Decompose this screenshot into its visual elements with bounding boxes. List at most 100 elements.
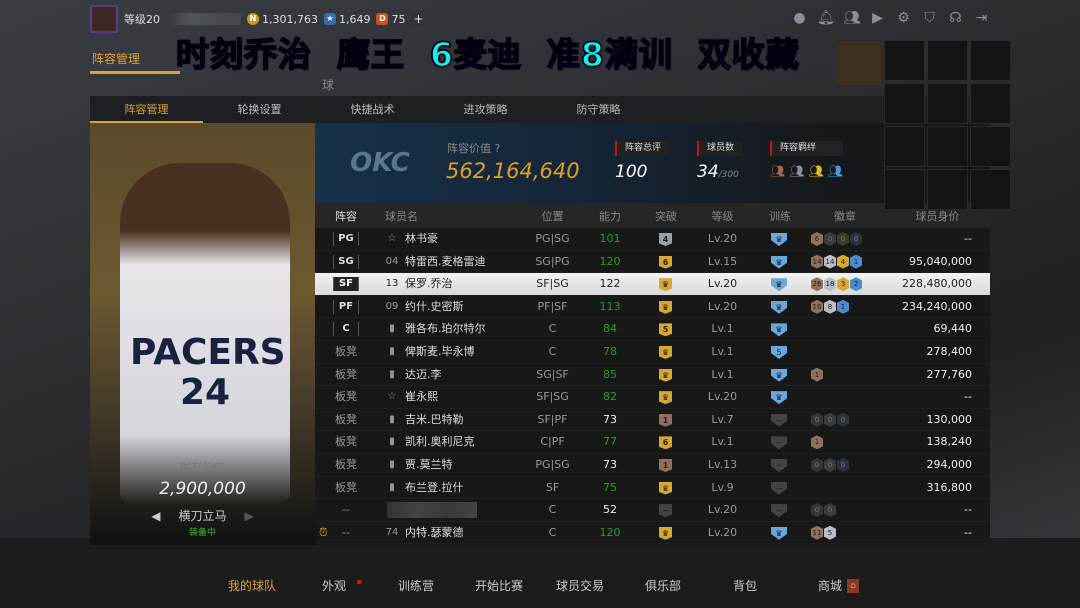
subtab-lineup[interactable]: 阵容管理 <box>90 96 203 123</box>
player-name[interactable]: 特雷西.麦格雷迪 <box>405 254 486 268</box>
user-icon[interactable]: ● <box>793 10 806 26</box>
logout-icon[interactable]: ⇥ <box>975 10 988 26</box>
tab-players[interactable]: 球 <box>322 78 335 92</box>
nav-item[interactable]: 商城 <box>818 579 843 593</box>
nav-item[interactable]: 我的球队 <box>228 579 277 593</box>
column-header[interactable]: 等级 <box>711 209 734 223</box>
subtab-defense[interactable]: 防守策略 <box>576 103 621 116</box>
column-header[interactable]: 阵容 <box>335 209 357 223</box>
outfit-item[interactable] <box>927 83 968 124</box>
table-row[interactable]: SG 04 特雷西.麦格雷迪 SG|PG 120 6 Lv.15 ♛ 14 14 4… <box>315 251 990 274</box>
nav-item[interactable]: 俱乐部 <box>645 579 682 593</box>
player-name[interactable]: 吉米.巴特勒 <box>405 412 464 426</box>
lineup-slot[interactable]: 板凳 <box>335 412 357 426</box>
avatar[interactable] <box>90 5 118 33</box>
table-row[interactable]: 板凳 ☆ 崔永熙 SF|SG 82 ♛ Lv.20 ♛ -- <box>315 386 990 409</box>
add-currency-button[interactable]: + <box>411 12 426 26</box>
outfit-item[interactable] <box>927 169 968 210</box>
lineup-slot[interactable]: 板凳 <box>335 457 357 471</box>
nav-item[interactable]: 外观 <box>322 579 347 593</box>
lineup-slot[interactable]: 板凳 <box>335 480 357 494</box>
outfit-item[interactable] <box>927 40 968 81</box>
badge-list: 14 14 4 1 <box>811 254 862 269</box>
nav-item[interactable]: 背包 <box>733 579 758 593</box>
table-row[interactable]: C ▮ 雅各布.珀尔特尔 C 84 5 Lv.1 ♛ 69,440 <box>315 318 990 341</box>
table-row[interactable]: ⏰︎ -- 74 内特.瑟蒙德 C 120 ♛ Lv.20 ♛ 11 5 -- <box>315 522 990 545</box>
nav-item[interactable]: 训练营 <box>398 579 435 593</box>
lineup-slot[interactable]: -- <box>342 525 350 539</box>
table-row[interactable]: 板凳 ▮ 布兰登.拉什 SF 75 ♛ Lv.9 − 316,800 <box>315 477 990 500</box>
lineup-slot[interactable]: PF <box>333 299 359 314</box>
column-header[interactable]: 球员身价 <box>915 209 960 223</box>
shield-icon[interactable]: ⛉ <box>924 10 935 26</box>
bond-blue-icon[interactable]: 👥︎ <box>827 164 843 178</box>
gear-icon[interactable]: ⚙ <box>897 10 910 26</box>
outfit-item[interactable] <box>970 126 1011 167</box>
table-row[interactable]: SF 13 保罗.乔治 SF|SG 122 ♛ Lv.20 ♛ 26 18 3 2 2… <box>315 273 990 296</box>
nav-item[interactable]: 球员交易 <box>556 579 605 593</box>
tab-lineup-management[interactable]: 阵容管理 <box>92 52 141 66</box>
outfit-item[interactable] <box>970 40 1011 81</box>
column-header[interactable]: 徽章 <box>834 209 856 223</box>
outfit-item[interactable] <box>884 83 925 124</box>
training-icon: ♛ <box>771 526 787 540</box>
table-row[interactable]: PF 09 约什.史密斯 PF|SF 113 ♛ Lv.20 ♛ 16 8 1 23… <box>315 296 990 319</box>
lineup-slot[interactable]: 板凳 <box>335 367 357 381</box>
outfit-item[interactable] <box>970 169 1011 210</box>
table-row[interactable]: 板凳 ▮ 俾斯麦.毕永博 C 78 ♛ Lv.1 5 278,400 <box>315 341 990 364</box>
player-name[interactable]: 约什.史密斯 <box>405 299 464 313</box>
outfit-item[interactable] <box>884 40 925 81</box>
bell-icon[interactable]: 🔔︎ <box>817 10 835 26</box>
video-icon[interactable]: ▶ <box>872 10 883 26</box>
lineup-slot[interactable]: 板凳 <box>335 390 357 404</box>
column-header[interactable]: 突破 <box>655 209 677 223</box>
subtab-offense[interactable]: 进攻策略 <box>463 103 508 116</box>
player-name[interactable]: 内特.瑟蒙德 <box>405 525 464 539</box>
badge: 0 <box>850 232 862 246</box>
outfit-item[interactable] <box>884 169 925 210</box>
player-name[interactable]: 俾斯麦.毕永博 <box>405 344 475 358</box>
outfit-item[interactable] <box>836 40 882 86</box>
outfit-item[interactable] <box>927 126 968 167</box>
lineup-slot[interactable]: SG <box>333 254 359 269</box>
lineup-slot[interactable]: -- <box>342 503 350 517</box>
player-name[interactable]: 布兰登.拉什 <box>405 480 464 494</box>
player-name[interactable]: 保罗.乔治 <box>405 277 453 291</box>
player-name[interactable]: 凯利.奥利尼克 <box>405 435 475 449</box>
outfit-item[interactable] <box>884 126 925 167</box>
lineup-slot[interactable]: 板凳 <box>335 344 357 358</box>
column-header[interactable]: 训练 <box>769 209 791 223</box>
subtab-quick-tactics[interactable]: 快捷战术 <box>350 103 395 116</box>
bond-gold-icon[interactable]: 👥︎ <box>808 164 824 178</box>
lineup-slot[interactable]: 板凳 <box>335 435 357 449</box>
outfit-item[interactable] <box>970 83 1011 124</box>
lineup-slot[interactable]: C <box>333 322 359 337</box>
column-header[interactable]: 球员名 <box>385 209 418 223</box>
player-level: Lv.1 <box>711 322 734 336</box>
subtab-rotation[interactable]: 轮换设置 <box>237 103 282 116</box>
table-row[interactable]: 板凳 ▮ 凯利.奥利尼克 C|PF 77 6 Lv.1 − 1 138,240 <box>315 431 990 454</box>
column-header[interactable]: 位置 <box>541 209 564 223</box>
player-name[interactable]: 林书豪 <box>405 232 438 245</box>
player-name[interactable]: 雅各布.珀尔特尔 <box>405 322 486 336</box>
player-name[interactable]: 贾.莫兰特 <box>405 457 453 471</box>
count-max: /300 <box>718 170 739 180</box>
nav-item[interactable]: 开始比赛 <box>475 579 524 593</box>
table-row[interactable]: 板凳 ▮ 达迈.李 SG|SF 85 ♛ Lv.1 ♛ 1 277,760 <box>315 364 990 387</box>
prev-arrow-icon[interactable]: ◀ <box>151 509 161 523</box>
headset-icon[interactable]: ☊ <box>949 10 962 26</box>
friends-icon[interactable]: 👥︎ <box>843 10 861 26</box>
lineup-slot[interactable]: SF <box>333 277 359 292</box>
column-header[interactable]: 能力 <box>599 209 621 223</box>
bond-silver-icon[interactable]: 👥︎ <box>789 164 805 178</box>
lineup-slot[interactable]: PG <box>333 232 359 246</box>
help-icon[interactable]: ? <box>494 142 501 155</box>
bond-bronze-icon[interactable]: 👥︎ <box>770 164 786 178</box>
next-arrow-icon[interactable]: ▶ <box>244 509 254 523</box>
player-name[interactable]: 崔永熙 <box>405 390 438 404</box>
player-name[interactable]: 达迈.李 <box>405 367 442 381</box>
